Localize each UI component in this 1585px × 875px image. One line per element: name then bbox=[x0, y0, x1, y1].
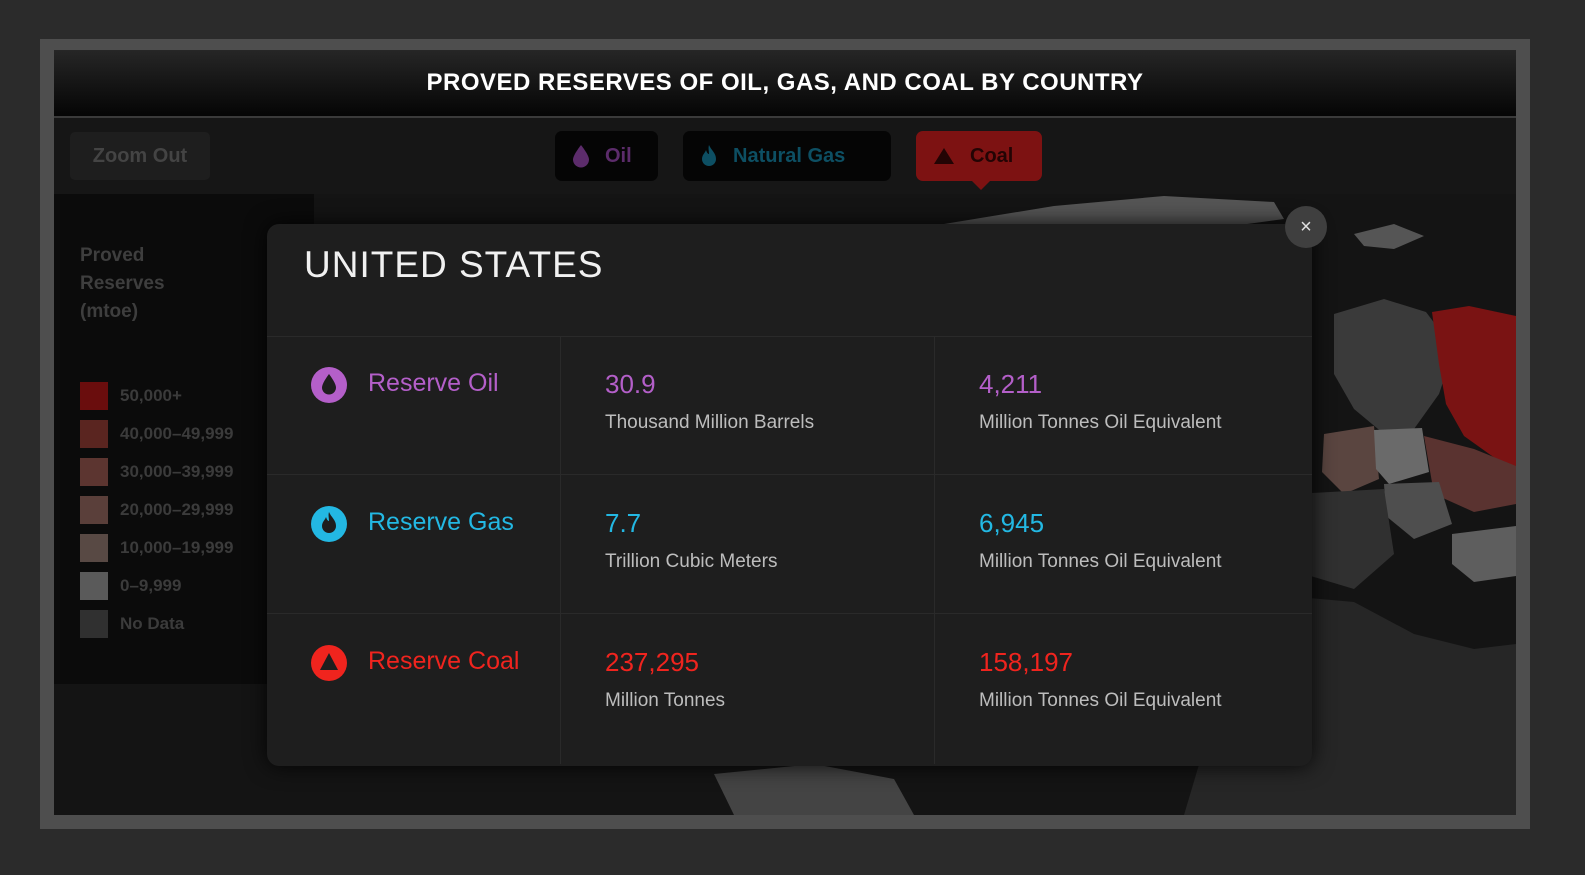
country-detail-popup: UNITED STATES Reserve Oil 30.9 Thousand … bbox=[267, 224, 1312, 766]
divider bbox=[267, 613, 1312, 614]
reserve-gas-equivalent: 6,945 bbox=[979, 508, 1045, 538]
divider bbox=[934, 336, 935, 764]
divider bbox=[560, 336, 561, 764]
legend-label: 20,000–29,999 bbox=[120, 500, 234, 519]
page-title: PROVED RESERVES OF OIL, GAS, AND COAL BY… bbox=[426, 69, 1144, 96]
legend-swatch bbox=[80, 572, 108, 600]
legend-label: No Data bbox=[120, 614, 185, 633]
oil-layer-label: Oil bbox=[605, 144, 632, 167]
legend-item: No Data bbox=[80, 610, 184, 638]
divider bbox=[267, 474, 1312, 475]
reserve-coal-label: Reserve Coal bbox=[368, 647, 520, 675]
natural-gas-layer-label: Natural Gas bbox=[733, 144, 846, 167]
coal-layer-label: Coal bbox=[970, 144, 1014, 167]
reserve-oil-equivalent-unit: Million Tonnes Oil Equivalent bbox=[979, 412, 1222, 433]
legend-label: 50,000+ bbox=[120, 386, 182, 405]
drop-icon bbox=[573, 145, 589, 168]
legend-item: 40,000–49,999 bbox=[80, 420, 233, 448]
legend-item: 0–9,999 bbox=[80, 572, 181, 600]
legend-title: Proved Reserves (mtoe) bbox=[80, 245, 165, 322]
coal-pile-icon bbox=[311, 645, 347, 681]
reserve-oil-value: 30.9 bbox=[605, 369, 656, 399]
reserve-gas-label: Reserve Gas bbox=[368, 508, 514, 536]
legend-item: 30,000–39,999 bbox=[80, 458, 233, 486]
legend-swatch bbox=[80, 382, 108, 410]
reserve-oil-label: Reserve Oil bbox=[368, 369, 499, 397]
country-name: UNITED STATES bbox=[304, 244, 604, 285]
legend-swatch bbox=[80, 458, 108, 486]
legend-item: 50,000+ bbox=[80, 382, 182, 410]
drop-icon bbox=[311, 367, 347, 403]
legend-swatch bbox=[80, 610, 108, 638]
coal-layer-button[interactable]: Coal bbox=[916, 131, 1042, 190]
legend-label: 10,000–19,999 bbox=[120, 538, 234, 557]
legend-swatch bbox=[80, 534, 108, 562]
reserve-oil-unit: Thousand Million Barrels bbox=[605, 412, 815, 433]
legend-label: 30,000–39,999 bbox=[120, 462, 234, 481]
flame-icon bbox=[311, 506, 347, 542]
title-bar: PROVED RESERVES OF OIL, GAS, AND COAL BY… bbox=[54, 50, 1516, 118]
reserve-oil-row: Reserve Oil 30.9 Thousand Million Barrel… bbox=[267, 336, 1312, 474]
zoom-out-button[interactable]: Zoom Out bbox=[70, 132, 210, 180]
natural-gas-layer-button[interactable]: Natural Gas bbox=[683, 131, 891, 181]
reserve-coal-value: 237,295 bbox=[605, 647, 699, 677]
legend-item: 20,000–29,999 bbox=[80, 496, 233, 524]
reserve-coal-unit: Million Tonnes bbox=[605, 690, 726, 711]
close-icon: × bbox=[1300, 215, 1312, 238]
flame-icon bbox=[702, 145, 716, 166]
coal-pile-icon bbox=[934, 148, 954, 164]
reserve-gas-unit: Trillion Cubic Meters bbox=[605, 551, 778, 572]
legend-label: 40,000–49,999 bbox=[120, 424, 234, 443]
reserve-coal-equivalent-unit: Million Tonnes Oil Equivalent bbox=[979, 690, 1222, 711]
reserve-gas-equivalent-unit: Million Tonnes Oil Equivalent bbox=[979, 551, 1222, 572]
reserve-gas-value: 7.7 bbox=[605, 508, 642, 538]
reserve-coal-row: Reserve Coal 237,295 Million Tonnes 158,… bbox=[267, 614, 1312, 752]
legend-swatch bbox=[80, 420, 108, 448]
reserve-gas-row: Reserve Gas 7.7 Trillion Cubic Meters 6,… bbox=[267, 475, 1312, 613]
oil-layer-button[interactable]: Oil bbox=[555, 131, 658, 181]
reserve-oil-equivalent: 4,211 bbox=[979, 369, 1043, 399]
legend-item: 10,000–19,999 bbox=[80, 534, 233, 562]
divider bbox=[267, 336, 1312, 337]
legend-label: 0–9,999 bbox=[120, 576, 182, 595]
close-button[interactable]: × bbox=[1285, 206, 1327, 248]
legend-swatch bbox=[80, 496, 108, 524]
toolbar: Zoom Out Oil Natural Gas Coal bbox=[54, 118, 1516, 194]
reserve-coal-equivalent: 158,197 bbox=[979, 647, 1073, 677]
